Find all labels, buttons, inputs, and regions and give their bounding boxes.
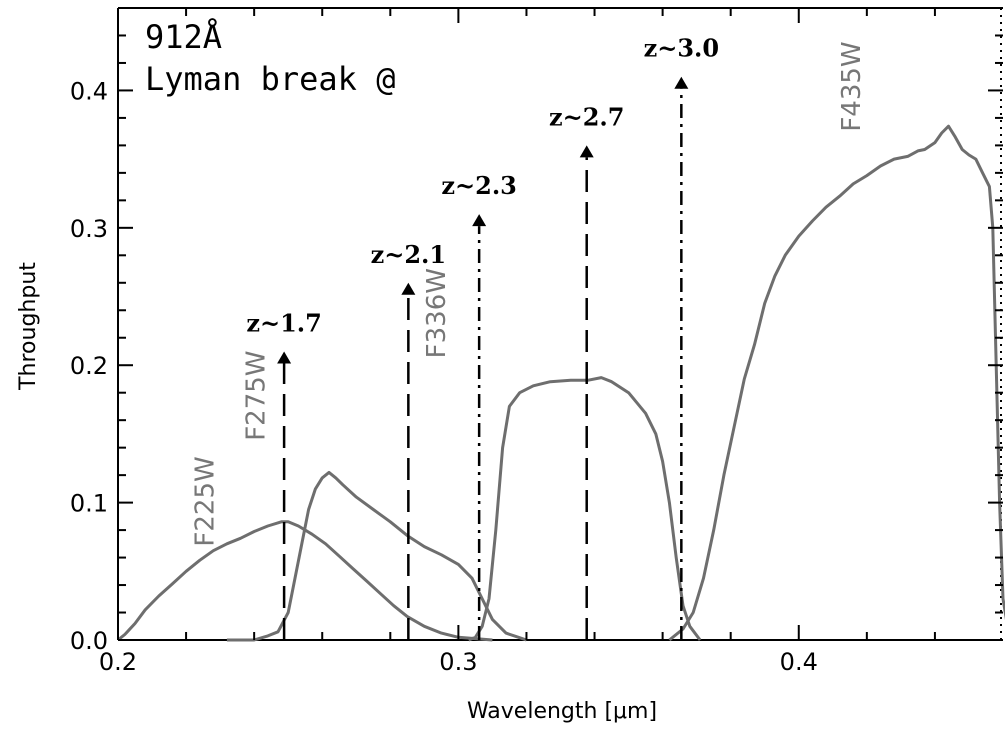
- x-tick-label: 0.4: [780, 648, 818, 676]
- series-f435w-label: F435W: [837, 41, 867, 131]
- y-tick-label: 0.3: [70, 215, 108, 243]
- marker-label-2: z~2.1: [371, 240, 447, 269]
- marker-arrowhead-1: [277, 351, 292, 364]
- annotation-line-2: Lyman break @: [145, 60, 395, 98]
- series-f275w-label: F275W: [241, 350, 271, 440]
- marker-layer: z~1.7 z~2.1 z~2.3 z~2.7 z~3.0: [246, 34, 719, 640]
- marker-arrowhead-2: [401, 282, 416, 295]
- marker-arrowhead-3: [472, 214, 487, 227]
- marker-label-3: z~2.3: [441, 171, 517, 200]
- y-tick-label: 0.0: [70, 627, 108, 655]
- y-tick-label: 0.4: [70, 77, 108, 105]
- series-f336w-label: F336W: [422, 268, 452, 358]
- marker-arrowhead-4: [579, 145, 594, 158]
- marker-label-4: z~2.7: [549, 102, 625, 131]
- y-tick-label: 0.2: [70, 352, 108, 380]
- series-f275w-curve: [226, 470, 527, 642]
- x-tick-label: 0.2: [99, 648, 137, 676]
- marker-label-5: z~3.0: [644, 34, 720, 63]
- marker-arrowhead-5: [674, 76, 689, 89]
- marker-label-1: z~1.7: [246, 308, 322, 337]
- x-axis-title: Wavelength [μm]: [467, 699, 657, 724]
- ticks-layer: 0.2 0.3 0.4 0.0 0.1 0.2 0.3 0.4: [70, 8, 1003, 676]
- annotation-line-1: 912Å: [145, 18, 222, 56]
- series-f225w-label: F225W: [190, 456, 220, 546]
- series-f336w-curve: [468, 376, 702, 642]
- y-tick-label: 0.1: [70, 490, 108, 518]
- series-f225w-curve: [117, 520, 493, 642]
- x-tick-label: 0.3: [439, 648, 477, 676]
- series-f435w-curve: [668, 124, 1005, 642]
- y-axis-title: Throughput: [16, 262, 41, 391]
